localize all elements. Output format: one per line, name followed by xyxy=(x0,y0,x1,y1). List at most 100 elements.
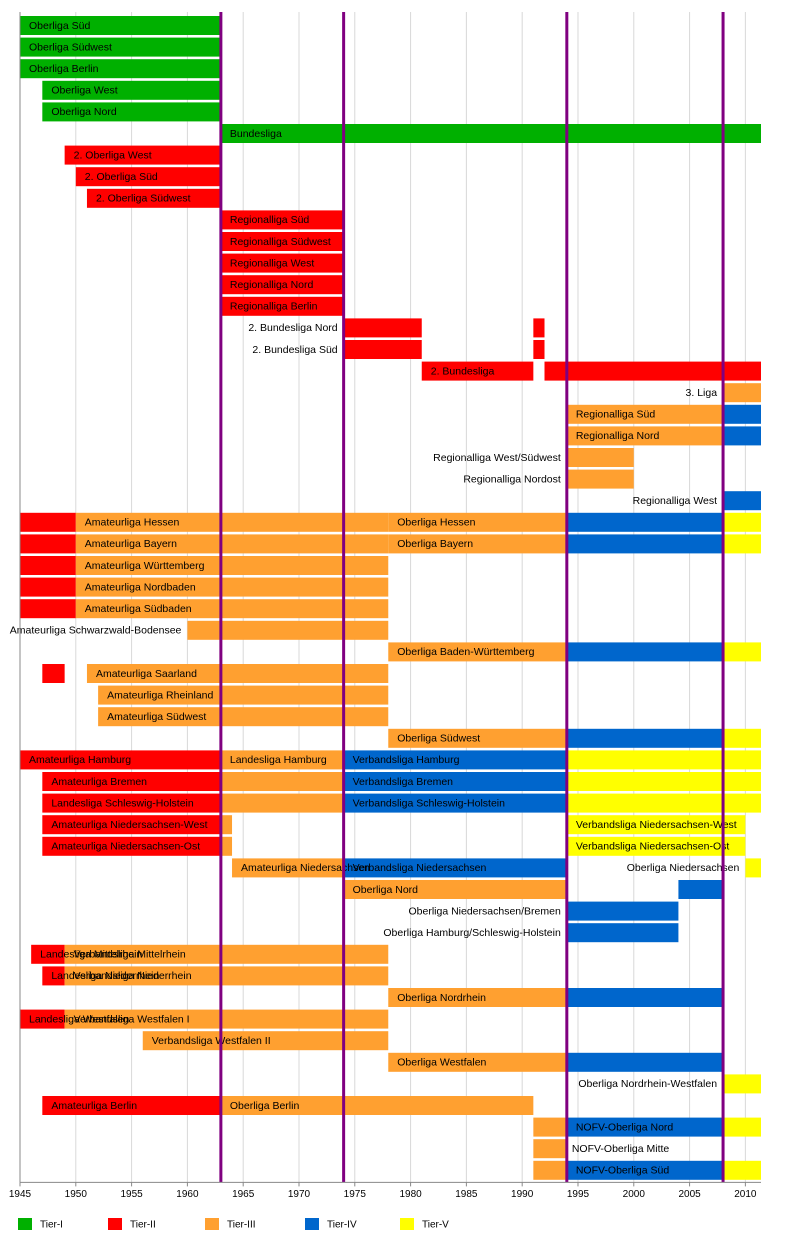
segment xyxy=(75,599,389,619)
segment xyxy=(220,253,344,273)
segment-label: Regionalliga Süd xyxy=(230,214,310,226)
segment-label: Verbandsliga Niedersachsen-Ost xyxy=(576,841,730,853)
segment xyxy=(343,750,567,770)
segment xyxy=(566,988,724,1007)
segment xyxy=(343,772,567,791)
grid-layer xyxy=(19,12,746,1183)
segment-label: Verbandsliga Niedersachsen-West xyxy=(576,819,737,831)
segment-label: Regionalliga West xyxy=(633,495,718,507)
segment-label: Regionalliga Nordost xyxy=(463,473,561,485)
segment xyxy=(544,361,761,381)
x-tick-label: 1995 xyxy=(567,1189,590,1200)
segment xyxy=(64,966,389,986)
segment xyxy=(220,124,762,143)
segment-label: Regionalliga Süd xyxy=(576,409,656,421)
segment xyxy=(220,1096,534,1115)
segment-label: Verbandsliga Westfalen II xyxy=(152,1035,271,1047)
segment xyxy=(566,793,761,813)
segment xyxy=(20,599,76,619)
segment xyxy=(98,707,389,727)
segment xyxy=(388,988,567,1007)
segment xyxy=(86,188,221,208)
x-tick-label: 1985 xyxy=(455,1189,478,1200)
segment xyxy=(42,836,221,856)
segment xyxy=(566,512,724,532)
segment xyxy=(42,772,221,791)
segment xyxy=(187,620,389,640)
segment xyxy=(566,404,724,424)
segment-label: NOFV-Oberliga Mitte xyxy=(572,1143,670,1155)
segment xyxy=(723,1074,761,1094)
segment xyxy=(343,318,422,338)
x-tick-label: 1990 xyxy=(511,1189,534,1200)
segment-label: Amateurliga Südwest xyxy=(107,711,206,723)
segment xyxy=(75,167,221,187)
segment xyxy=(220,232,344,251)
segment xyxy=(20,556,76,575)
segment xyxy=(220,836,233,856)
segment-label: Oberliga Hessen xyxy=(397,517,475,529)
segment xyxy=(566,772,761,791)
segment-label: Amateurliga Hamburg xyxy=(29,754,131,766)
segment-label: Oberliga Nord xyxy=(51,106,117,118)
segment-label: 2. Bundesliga Nord xyxy=(248,322,337,334)
label-layer: Oberliga Süd Oberliga Südwest Oberliga Ber… xyxy=(10,12,740,1183)
segment xyxy=(533,318,545,338)
segment-label: Verbandsliga Hamburg xyxy=(353,754,460,766)
segment xyxy=(220,750,344,770)
segment xyxy=(723,728,761,748)
segment xyxy=(566,728,724,748)
segment xyxy=(20,577,76,597)
x-tick-label: 1960 xyxy=(176,1189,199,1200)
segment-label: Regionalliga Nord xyxy=(576,430,660,442)
segment xyxy=(20,1009,65,1029)
segment xyxy=(75,534,389,554)
segment xyxy=(220,210,344,230)
legend-label: Tier-IV xyxy=(327,1220,357,1231)
segment-label: Landesliga Schleswig-Holstein xyxy=(51,797,194,809)
x-tick-label: 2005 xyxy=(678,1189,701,1200)
segment xyxy=(75,577,389,597)
segment-label: 2. Oberliga West xyxy=(74,149,152,161)
segment xyxy=(20,512,76,532)
segment xyxy=(566,901,679,921)
segment xyxy=(42,80,221,100)
segment xyxy=(42,1096,221,1115)
segment xyxy=(42,815,221,835)
segment-label: Amateurliga Südbaden xyxy=(85,603,192,615)
segment xyxy=(75,556,389,575)
x-tick-label: 2000 xyxy=(623,1189,646,1200)
segment-label: Amateurliga Schwarzwald-Bodensee xyxy=(10,625,182,637)
segment xyxy=(42,102,221,122)
segment-label: Amateurliga Niedersachsen-Ost xyxy=(51,841,200,853)
segment-label: Amateurliga Saarland xyxy=(96,668,197,680)
x-tick-label: 1965 xyxy=(232,1189,255,1200)
segment-label: Verbandsliga Westfalen I xyxy=(74,1013,190,1025)
segment-label: Oberliga Nordrhein-Westfalen xyxy=(578,1078,717,1090)
segment-label: Oberliga Südwest xyxy=(29,41,112,53)
segment xyxy=(220,275,344,295)
segment-label: Oberliga Baden-Württemberg xyxy=(397,646,534,658)
segment xyxy=(566,426,724,446)
segment xyxy=(75,512,389,532)
segment-label: Landesliga Westfalen xyxy=(29,1013,129,1025)
segment xyxy=(220,815,233,835)
segment xyxy=(566,815,746,835)
segment-label: Landesliga Hamburg xyxy=(230,754,327,766)
segment-label: Verbandsliga Schleswig-Holstein xyxy=(353,797,505,809)
segment-label: Oberliga Bayern xyxy=(397,538,473,550)
segment-label: NOFV-Oberliga Nord xyxy=(576,1121,674,1133)
segment-label: Landesliga Niederrhein xyxy=(51,970,159,982)
segment xyxy=(566,469,634,489)
segment xyxy=(388,1052,567,1072)
segment xyxy=(20,534,76,554)
segment xyxy=(745,858,761,878)
axis-layer: 1945 1950 1955 1960 1965 1970 1975 1980 1985 1990… xyxy=(9,12,761,1231)
segment xyxy=(64,944,389,964)
x-tick-label: 1945 xyxy=(9,1189,32,1200)
segment-label: Oberliga Berlin xyxy=(230,1100,300,1112)
x-tick-label: 1970 xyxy=(288,1189,311,1200)
segment-label: NOFV-Oberliga Süd xyxy=(576,1165,670,1177)
